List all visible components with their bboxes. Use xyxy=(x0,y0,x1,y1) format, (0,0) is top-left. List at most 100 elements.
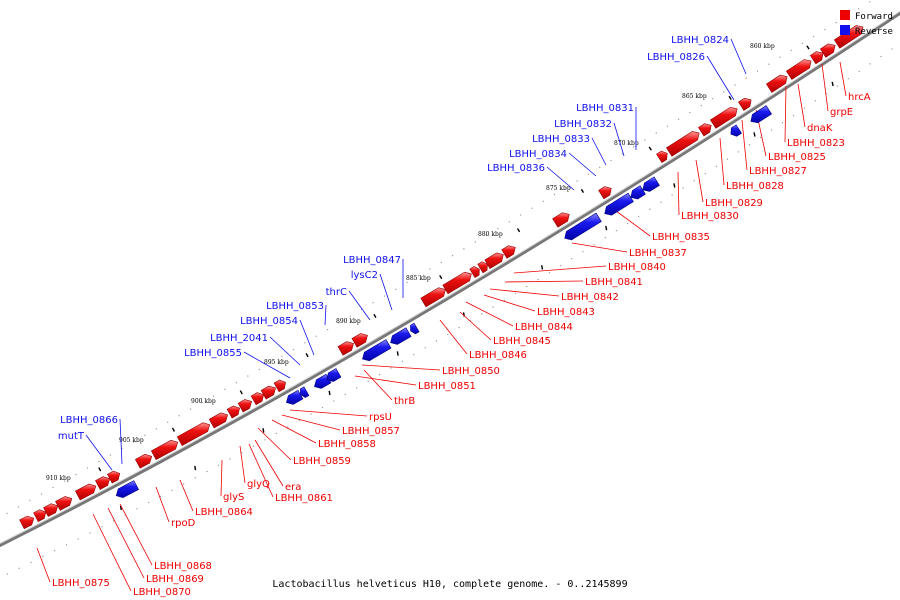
gene-arrow-forward xyxy=(351,333,368,348)
gene-label[interactable]: LBHH_0861 xyxy=(275,493,333,504)
gene-label[interactable]: LBHH_0829 xyxy=(705,198,763,209)
gene-label[interactable]: LBHH_0854 xyxy=(240,316,298,327)
label-leader-line xyxy=(797,83,806,128)
gene-label[interactable]: dnaK xyxy=(807,123,833,134)
gene-arrows xyxy=(19,25,864,530)
gene-label[interactable]: rpsU xyxy=(369,412,392,423)
gene-arrow-forward xyxy=(134,453,153,469)
scale-tick-mark xyxy=(580,188,585,194)
gene-label[interactable]: LBHH_0833 xyxy=(532,134,590,145)
gene-label[interactable]: LBHH_0846 xyxy=(469,350,527,361)
gene-arrow-forward xyxy=(55,496,73,511)
label-leader-line xyxy=(741,119,748,171)
gene-arrow-reverse xyxy=(300,386,310,398)
label-leader-line xyxy=(254,439,284,487)
gene-arrow-forward xyxy=(107,470,121,484)
label-leader-line xyxy=(719,137,725,186)
scale-tick-mark xyxy=(516,228,521,233)
label-leader-line xyxy=(243,351,291,379)
gene-label[interactable]: LBHH_0824 xyxy=(671,35,729,46)
label-leader-line xyxy=(269,336,301,366)
gene-label[interactable]: LBHH_0825 xyxy=(768,152,826,163)
gene-label[interactable]: mutT xyxy=(58,431,85,442)
gene-label[interactable]: LBHH_0826 xyxy=(647,52,705,63)
gene-label[interactable]: LBHH_0868 xyxy=(154,561,212,572)
label-leader-line xyxy=(504,280,584,283)
scale-dots-inner xyxy=(0,42,900,579)
gene-arrow-forward xyxy=(43,503,59,517)
scale-tick-label: 905 kbp xyxy=(119,437,144,444)
label-leader-line xyxy=(379,273,393,311)
gene-label[interactable]: LBHH_0853 xyxy=(266,301,324,312)
scale-tick-mark xyxy=(728,95,732,100)
label-leader-line xyxy=(465,301,514,327)
label-leader-line xyxy=(324,304,327,326)
gene-label[interactable]: LBHH_0842 xyxy=(561,292,619,303)
gene-label[interactable]: LBHH_0858 xyxy=(318,439,376,450)
gene-label[interactable]: LBHH_0835 xyxy=(652,232,710,243)
gene-label[interactable]: LBHH_0859 xyxy=(293,456,351,467)
scale-tick-mark xyxy=(396,351,399,356)
scale-tick-label: 910 kbp xyxy=(46,475,71,482)
gene-arrow-forward xyxy=(150,439,179,461)
scale-tick-mark xyxy=(328,390,331,396)
gene-label[interactable]: LBHH_0837 xyxy=(629,248,687,259)
gene-label[interactable]: LBHH_0823 xyxy=(787,138,845,149)
label-leader-line xyxy=(354,375,417,386)
gene-label[interactable]: LBHH_0836 xyxy=(487,163,545,174)
gene-label[interactable]: LBHH_0875 xyxy=(52,578,110,589)
label-leader-line xyxy=(348,290,371,321)
gene-arrow-forward xyxy=(501,245,516,259)
gene-label[interactable]: LBHH_0827 xyxy=(749,166,807,177)
scale-tick-mark xyxy=(605,225,608,231)
gene-label[interactable]: LBHH_0870 xyxy=(133,587,191,598)
gene-arrow-reverse xyxy=(564,212,602,241)
gene-label[interactable]: LBHH_0855 xyxy=(184,348,242,359)
gene-label[interactable]: thrB xyxy=(394,396,415,407)
gene-label[interactable]: hrcA xyxy=(848,92,871,103)
legend-reverse-label: Reverse xyxy=(855,27,893,37)
gene-label[interactable]: LBHH_0831 xyxy=(576,103,634,114)
scale-tick-mark xyxy=(806,45,810,50)
label-leader-line xyxy=(483,294,536,312)
gene-label[interactable]: LBHH_0869 xyxy=(146,574,204,585)
gene-label[interactable]: LBHH_0828 xyxy=(726,181,784,192)
scale-tick-label: 880 kbp xyxy=(478,231,503,238)
scale-tick-label: 900 kbp xyxy=(191,398,216,405)
gene-labels: hrcA grpE dnaK LBHH_0823 LBHH_0824 LBHH_0825 L… xyxy=(52,35,871,598)
gene-label[interactable]: LBHH_0866 xyxy=(60,415,118,426)
gene-label[interactable]: rpoD xyxy=(171,518,196,529)
gene-label[interactable]: LBHH_0830 xyxy=(681,211,739,222)
gene-label[interactable]: glyS xyxy=(223,492,244,503)
gene-label[interactable]: LBHH_0864 xyxy=(195,507,253,518)
gene-label[interactable]: LBHH_0834 xyxy=(509,149,567,160)
gene-label[interactable]: LBHH_0844 xyxy=(515,322,573,333)
gene-label[interactable]: LBHH_0857 xyxy=(342,426,400,437)
gene-label[interactable]: LBHH_0851 xyxy=(418,381,476,392)
gene-label[interactable]: LBHH_0850 xyxy=(442,366,500,377)
label-leader-line xyxy=(706,55,735,101)
scale-tick-mark xyxy=(673,183,676,188)
gene-arrow-reverse xyxy=(604,192,634,216)
gene-label[interactable]: LBHH_0843 xyxy=(537,307,595,318)
gene-arrow-forward xyxy=(738,97,752,111)
gene-arrow-forward xyxy=(237,399,252,413)
gene-label[interactable]: grpE xyxy=(830,107,853,118)
gene-label[interactable]: LBHH_0840 xyxy=(608,262,666,273)
scale-tick-mark xyxy=(98,467,102,472)
gene-label[interactable]: LBHH_0841 xyxy=(585,277,643,288)
gene-label[interactable]: LBHH_0845 xyxy=(493,336,551,347)
gene-label[interactable]: thrC xyxy=(326,287,347,298)
label-leader-line xyxy=(299,319,315,356)
gene-label[interactable]: lysC2 xyxy=(351,270,378,281)
gene-label[interactable]: LBHH_0847 xyxy=(343,255,401,266)
gene-label[interactable]: LBHH_2041 xyxy=(210,333,268,344)
legend-reverse-swatch xyxy=(840,25,850,35)
scale-tick-mark xyxy=(439,274,443,280)
gene-label[interactable]: glyQ xyxy=(247,479,270,490)
gene-arrow-reverse xyxy=(115,480,139,499)
scale-tick-label: 860 kbp xyxy=(750,43,775,50)
map-caption: Lactobacillus helveticus H10, complete g… xyxy=(272,579,627,590)
gene-label[interactable]: LBHH_0832 xyxy=(554,119,612,130)
gene-label[interactable]: era xyxy=(285,482,301,493)
